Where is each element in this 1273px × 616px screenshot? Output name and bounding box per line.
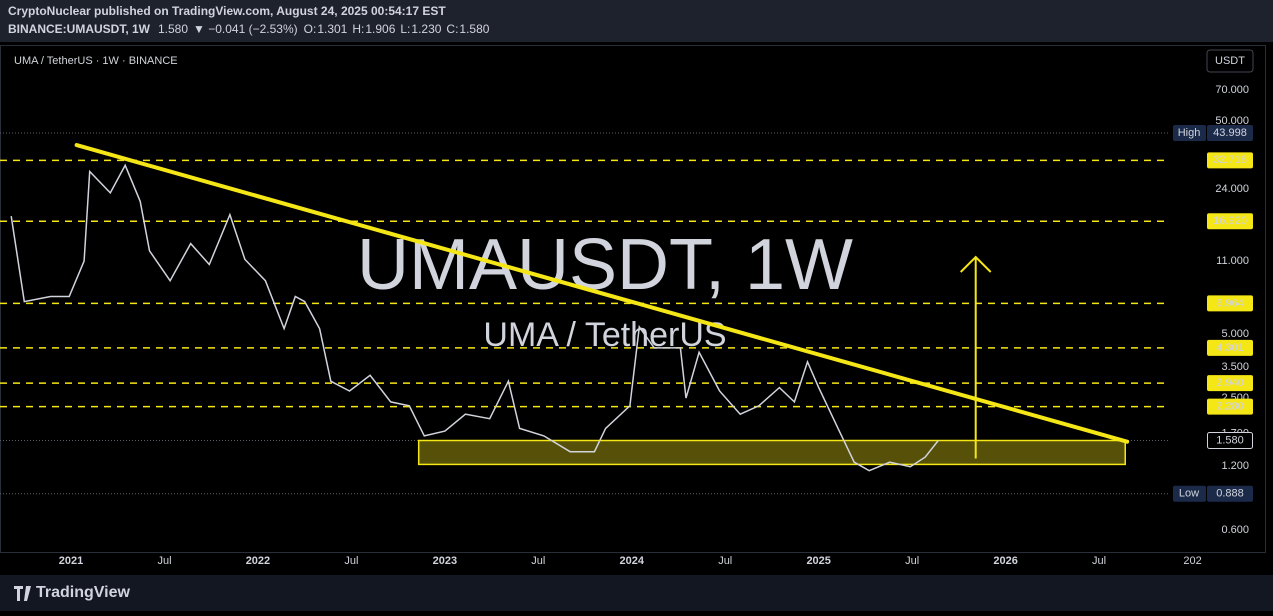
x-tick-label: 2022 [246,555,270,567]
level-label: 16.920 [1213,215,1247,227]
x-tick-label: Jul [1092,555,1106,567]
header-text: ▼ −0.041 (−2.53%) [193,22,298,36]
y-tick-label: 0.600 [1221,524,1249,536]
last-label: 1.580 [1216,434,1244,446]
level-label: 2.280 [1216,401,1244,413]
price-scale: 70.00050.00024.00011.0005.0003.5002.5001… [1173,84,1253,536]
header-bg [0,0,1273,42]
level-box [1207,339,1253,356]
x-tick-label: 2021 [59,555,83,567]
x-tick-label: 2023 [433,555,457,567]
symbol-line: BINANCE:UMAUSDT, 1W 1.580 ▼ −0.041 (−2.53%… [8,22,490,36]
header-text: O: [304,22,317,36]
x-tick-label: 2024 [620,555,645,567]
level-box [1207,398,1253,415]
header-text: BINANCE:UMAUSDT, 1W [8,22,151,36]
high-label: 43.998 [1213,127,1247,139]
footer-bg [0,575,1273,611]
y-tick-label: 50.000 [1215,115,1249,127]
logo-text: TradingView [36,584,131,601]
low-tag: Low [1179,488,1199,500]
currency-label: USDT [1215,55,1245,67]
publisher: CryptoNuclear published on TradingView.c… [8,4,446,18]
target-arrow [959,255,992,459]
x-tick-label: Jul [718,555,732,567]
x-tick-label: 202 [1183,555,1201,567]
header-text: 1.301 [317,22,347,36]
chart-frame [0,45,1266,553]
last-box [1207,432,1253,449]
x-tick-label: Jul [344,555,358,567]
y-tick-label: 1.200 [1221,460,1249,472]
high-tag: High [1178,127,1201,139]
y-tick-label: 70.000 [1215,84,1249,96]
low-label: 0.888 [1216,488,1244,500]
x-tick-label: 2026 [993,555,1017,567]
level-box [1207,375,1253,392]
x-tick-label: Jul [905,555,919,567]
header-text: H: [352,22,364,36]
x-tick-label: Jul [157,555,171,567]
y-tick-label: 5.000 [1221,328,1249,340]
currency-button[interactable] [1206,49,1254,73]
price-line [10,163,939,472]
time-axis: 2021 Jul 2022 Jul 2023 Jul 2024 Jul 2025 Jul 2026 J… [59,555,1202,567]
level-box [1207,295,1253,312]
trendline [74,143,1130,444]
level-box [1207,213,1253,230]
y-tick-label: 24.000 [1215,183,1249,195]
header-text: L: [400,22,410,36]
level-label: 4.301 [1216,342,1244,354]
last-box-border [1207,432,1253,450]
header-text: C: [446,22,458,36]
header-text: 1.906 [365,22,395,36]
header-text: 1.580 [158,22,188,36]
low-tag-box [1173,485,1206,502]
low-box [1207,485,1253,502]
y-tick-label: 3.500 [1221,361,1249,373]
header-text: 1.580 [459,22,489,36]
x-tick-label: Jul [531,555,545,567]
chart-title: UMA / TetherUS · 1W · BINANCE [14,55,178,67]
high-box [1207,124,1253,141]
support-zone [417,439,1126,466]
x-tick-label: 2025 [806,555,830,567]
watermark-symbol: UMAUSDT, 1W [357,225,853,305]
y-tick-label: 11.000 [1216,255,1249,267]
logo-icon [14,586,31,601]
level-label: 32.718 [1213,154,1247,166]
header-text: 1.230 [411,22,441,36]
level-box [1207,152,1253,169]
high-tag-box [1173,124,1206,141]
level-label: 2.940 [1216,377,1244,389]
level-label: 6.964 [1216,297,1244,309]
